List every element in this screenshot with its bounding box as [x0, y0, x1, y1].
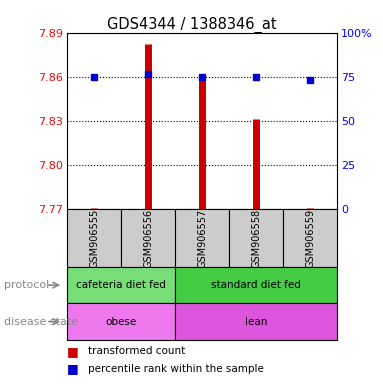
Text: disease state: disease state [4, 316, 78, 327]
Text: obese: obese [105, 316, 137, 327]
Bar [67, 303, 175, 340]
Text: protocol: protocol [4, 280, 49, 290]
Bar [175, 303, 337, 340]
Bar [229, 209, 283, 267]
Text: ■: ■ [67, 362, 79, 375]
Bar [121, 209, 175, 267]
Text: GSM906559: GSM906559 [305, 209, 315, 268]
Text: transformed count: transformed count [88, 346, 185, 356]
Text: cafeteria diet fed: cafeteria diet fed [76, 280, 166, 290]
Text: ■: ■ [67, 345, 79, 358]
Bar [67, 267, 175, 303]
Text: GDS4344 / 1388346_at: GDS4344 / 1388346_at [107, 17, 276, 33]
Bar [67, 209, 121, 267]
Text: GSM906557: GSM906557 [197, 209, 207, 268]
Text: percentile rank within the sample: percentile rank within the sample [88, 364, 264, 374]
Bar [175, 209, 229, 267]
Bar [283, 209, 337, 267]
Text: GSM906556: GSM906556 [143, 209, 153, 268]
Text: standard diet fed: standard diet fed [211, 280, 301, 290]
Bar [175, 267, 337, 303]
Text: GSM906558: GSM906558 [251, 209, 261, 268]
Text: lean: lean [245, 316, 267, 327]
Text: GSM906555: GSM906555 [89, 209, 99, 268]
